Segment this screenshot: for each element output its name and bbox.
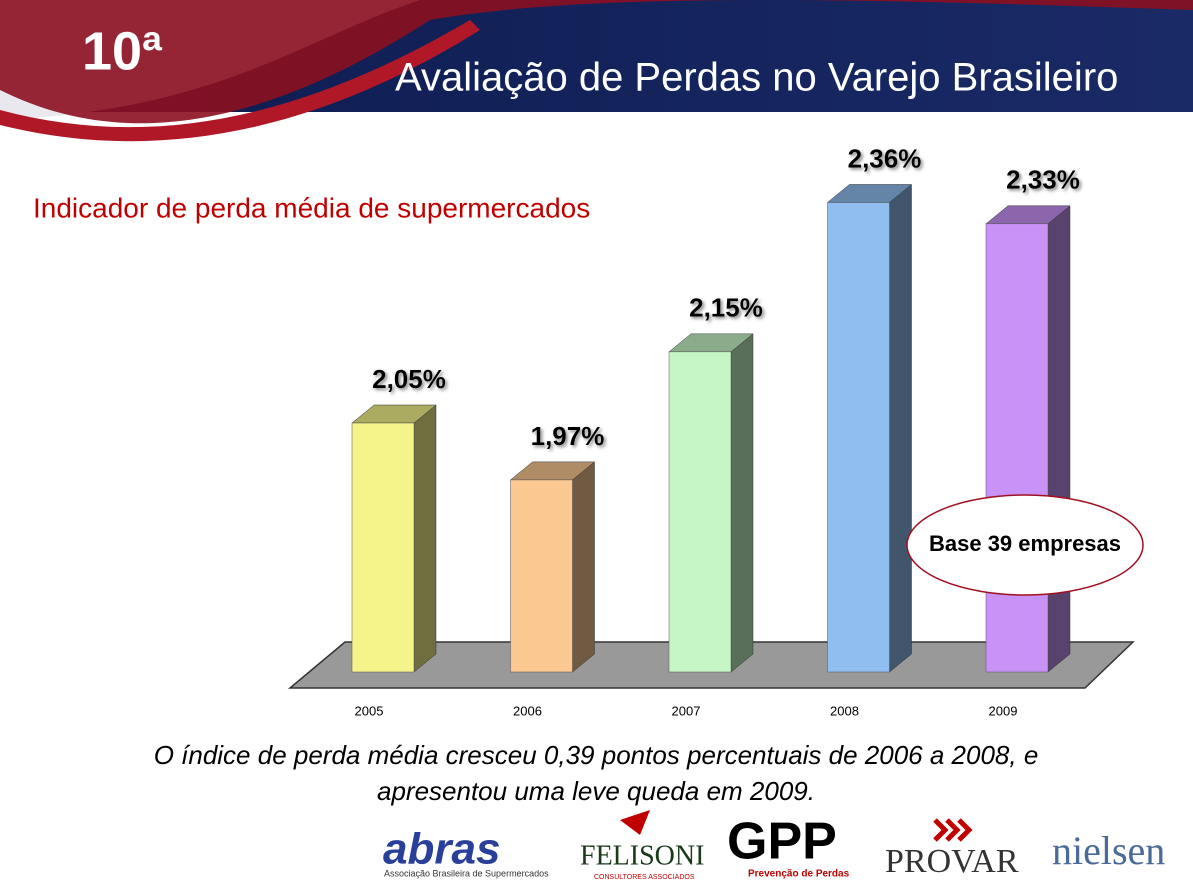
- logo-sub: Associação Brasileira de Supermercados: [384, 868, 549, 878]
- bar-side: [889, 183, 912, 673]
- header-swoosh: [0, 0, 1193, 124]
- x-tick-label: 2005: [355, 703, 384, 718]
- x-tick-label: 2006: [513, 703, 542, 718]
- logo: nielsen: [1052, 828, 1165, 873]
- bar-side: [572, 461, 595, 673]
- logo-icon: [620, 810, 650, 835]
- x-tick-label: 2007: [672, 703, 701, 718]
- logo: abras: [383, 825, 500, 874]
- bar: [985, 223, 1049, 673]
- header-swoosh-red: [0, 20, 480, 142]
- x-tick-label: 2008: [830, 703, 859, 718]
- edition: 10ª: [82, 21, 162, 81]
- logo-icon: [933, 818, 973, 842]
- bar-side: [413, 404, 437, 673]
- value-label: 2,15%: [689, 293, 763, 323]
- value-label: 2,36%: [848, 143, 922, 173]
- bar-side: [1047, 205, 1071, 673]
- header-title: Avaliação de Perdas no Varejo Brasileiro: [395, 56, 1118, 100]
- caption-line: O índice de perda média cresceu 0,39 pon…: [154, 740, 1039, 770]
- bar: [351, 422, 415, 673]
- logo: PROVAR: [885, 843, 1019, 880]
- annotation: Base 39 empresas: [929, 531, 1121, 556]
- value-label: 2,33%: [1006, 165, 1080, 195]
- bar: [510, 479, 573, 673]
- logo: GPP: [727, 813, 837, 871]
- x-tick-label: 2009: [989, 703, 1018, 718]
- bar-side: [730, 333, 754, 673]
- subtitle-box: [20, 186, 820, 232]
- logo-sub: CONSULTORES ASSOCIADOS: [594, 874, 695, 881]
- value-label: 1,97%: [531, 421, 605, 451]
- value-label: 2,05%: [372, 364, 446, 394]
- logo-sub: Prevenção de Perdas: [748, 869, 850, 880]
- annotation-ellipse: [906, 494, 1144, 596]
- logo: FELISONI: [580, 840, 704, 871]
- bar: [827, 202, 890, 673]
- caption-line: apresentou uma leve queda em 2009.: [377, 776, 815, 806]
- chart-title: Indicador de perda média de supermercado…: [33, 192, 590, 223]
- bar: [668, 351, 732, 673]
